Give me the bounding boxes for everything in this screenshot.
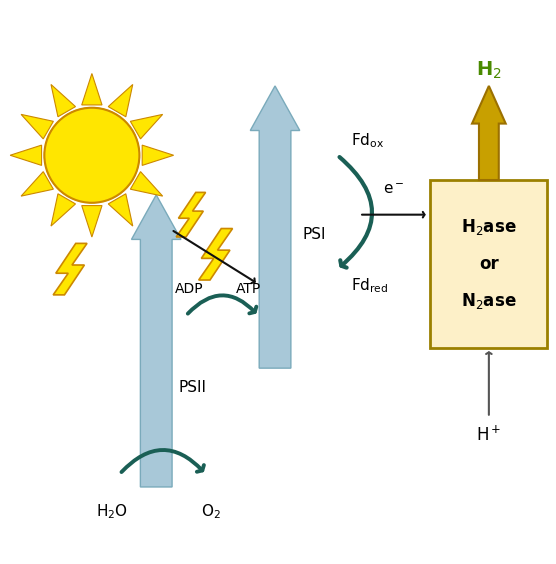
Polygon shape [21,114,53,139]
Polygon shape [130,114,163,139]
Text: N$_2$ase: N$_2$ase [461,291,517,311]
Text: Fd$_{\rm ox}$: Fd$_{\rm ox}$ [351,131,384,150]
Text: Fd$_{\rm red}$: Fd$_{\rm red}$ [351,276,389,296]
Polygon shape [82,73,102,105]
Polygon shape [108,85,133,117]
Text: H$_2$: H$_2$ [476,60,502,81]
Text: O$_2$: O$_2$ [201,502,221,521]
Circle shape [44,108,140,203]
Polygon shape [176,192,206,237]
Polygon shape [82,205,102,237]
Text: PSI: PSI [303,227,326,242]
Polygon shape [131,195,181,487]
Text: ADP: ADP [175,282,203,296]
Polygon shape [51,85,76,117]
Text: ATP: ATP [236,282,261,296]
Polygon shape [130,171,163,196]
Polygon shape [21,171,53,196]
FancyBboxPatch shape [430,180,547,349]
Text: or: or [479,255,499,273]
Text: e$^-$: e$^-$ [383,182,405,197]
Text: H$_2$ase: H$_2$ase [461,217,517,237]
Text: H$^+$: H$^+$ [476,426,502,445]
Text: PSII: PSII [178,381,206,395]
Polygon shape [53,244,87,295]
Polygon shape [10,145,42,165]
Polygon shape [108,194,133,226]
Polygon shape [472,86,506,180]
Polygon shape [198,228,232,280]
Polygon shape [51,194,76,226]
Text: H$_2$O: H$_2$O [96,502,128,521]
Polygon shape [142,145,173,165]
Polygon shape [250,86,300,368]
